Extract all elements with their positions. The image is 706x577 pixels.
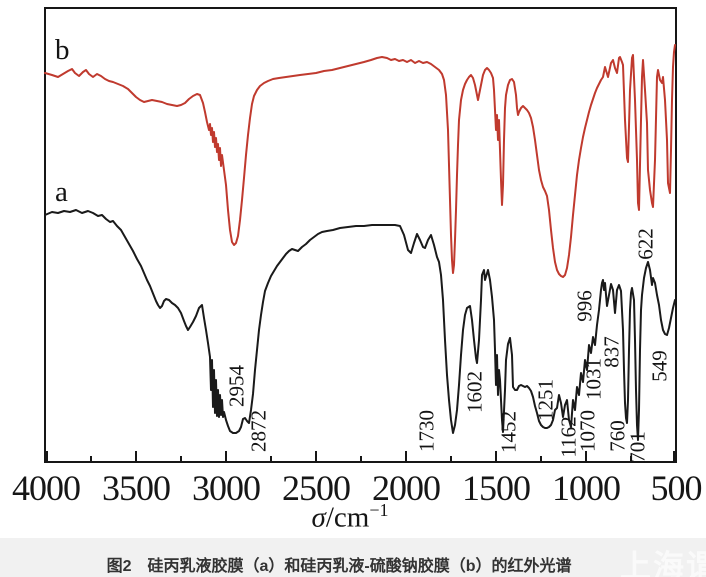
peak-label-1251: 1251	[533, 379, 558, 421]
x-tick-2500	[315, 451, 317, 461]
sigma-symbol: σ	[311, 501, 326, 534]
caption-band	[0, 538, 706, 577]
plot-area: b a 2954 2872 1730 1602 1452 1251 1162 1070 1031…	[44, 7, 677, 463]
x-axis-exponent: −1	[369, 500, 389, 520]
figure-caption: 图2 硅丙乳液胶膜（a）和硅丙乳液-硫酸钠胶膜（b）的红外光谱	[106, 558, 572, 575]
x-tick-1500	[495, 451, 497, 461]
x-tick-label-2000: 2000	[372, 468, 441, 508]
peak-label-1070: 1070	[575, 410, 600, 452]
peak-label-996: 996	[572, 290, 597, 322]
watermark-text: 上海谓载	[620, 549, 706, 577]
peak-label-1730: 1730	[414, 410, 439, 452]
x-tick-label-3500: 3500	[102, 468, 171, 508]
x-tick-3500	[135, 451, 137, 461]
x-tick-2000	[405, 451, 407, 461]
x-axis-unit: /cm	[325, 501, 370, 534]
x-tick-2250	[360, 456, 362, 461]
x-tick-3750	[90, 456, 92, 461]
x-tick-label-1000: 1000	[552, 468, 621, 508]
peak-label-2872: 2872	[246, 410, 271, 452]
peak-label-622: 622	[633, 228, 658, 260]
x-tick-4000	[46, 451, 48, 461]
x-tick-750	[630, 456, 632, 461]
x-tick-1750	[450, 456, 452, 461]
x-tick-500	[673, 451, 675, 461]
curve-b-red-spectrum	[44, 44, 676, 278]
x-tick-3250	[180, 456, 182, 461]
curve-a-black-spectrum	[44, 209, 676, 441]
x-tick-2750	[270, 456, 272, 461]
x-axis-title: σ/cm−1	[312, 501, 389, 533]
curve-b-letter-label: b	[55, 34, 70, 66]
x-tick-label-3000: 3000	[192, 468, 261, 508]
x-tick-label-4000: 4000	[12, 468, 81, 508]
peak-label-1602: 1602	[462, 371, 487, 413]
peak-label-837: 837	[599, 336, 624, 368]
peak-label-2954: 2954	[224, 365, 249, 407]
x-tick-label-500: 500	[650, 468, 703, 508]
x-tick-1000	[585, 451, 587, 461]
peak-label-1452: 1452	[496, 411, 521, 453]
x-tick-3000	[225, 451, 227, 461]
curve-a-letter-label: a	[55, 176, 68, 208]
x-tick-label-1500: 1500	[462, 468, 531, 508]
x-tick-1250	[540, 456, 542, 461]
spectra-svg	[44, 44, 676, 441]
x-tick-label-2500: 2500	[282, 468, 351, 508]
peak-label-549: 549	[647, 350, 672, 382]
plot-inner: b a 2954 2872 1730 1602 1452 1251 1162 1070 1031…	[44, 9, 676, 463]
